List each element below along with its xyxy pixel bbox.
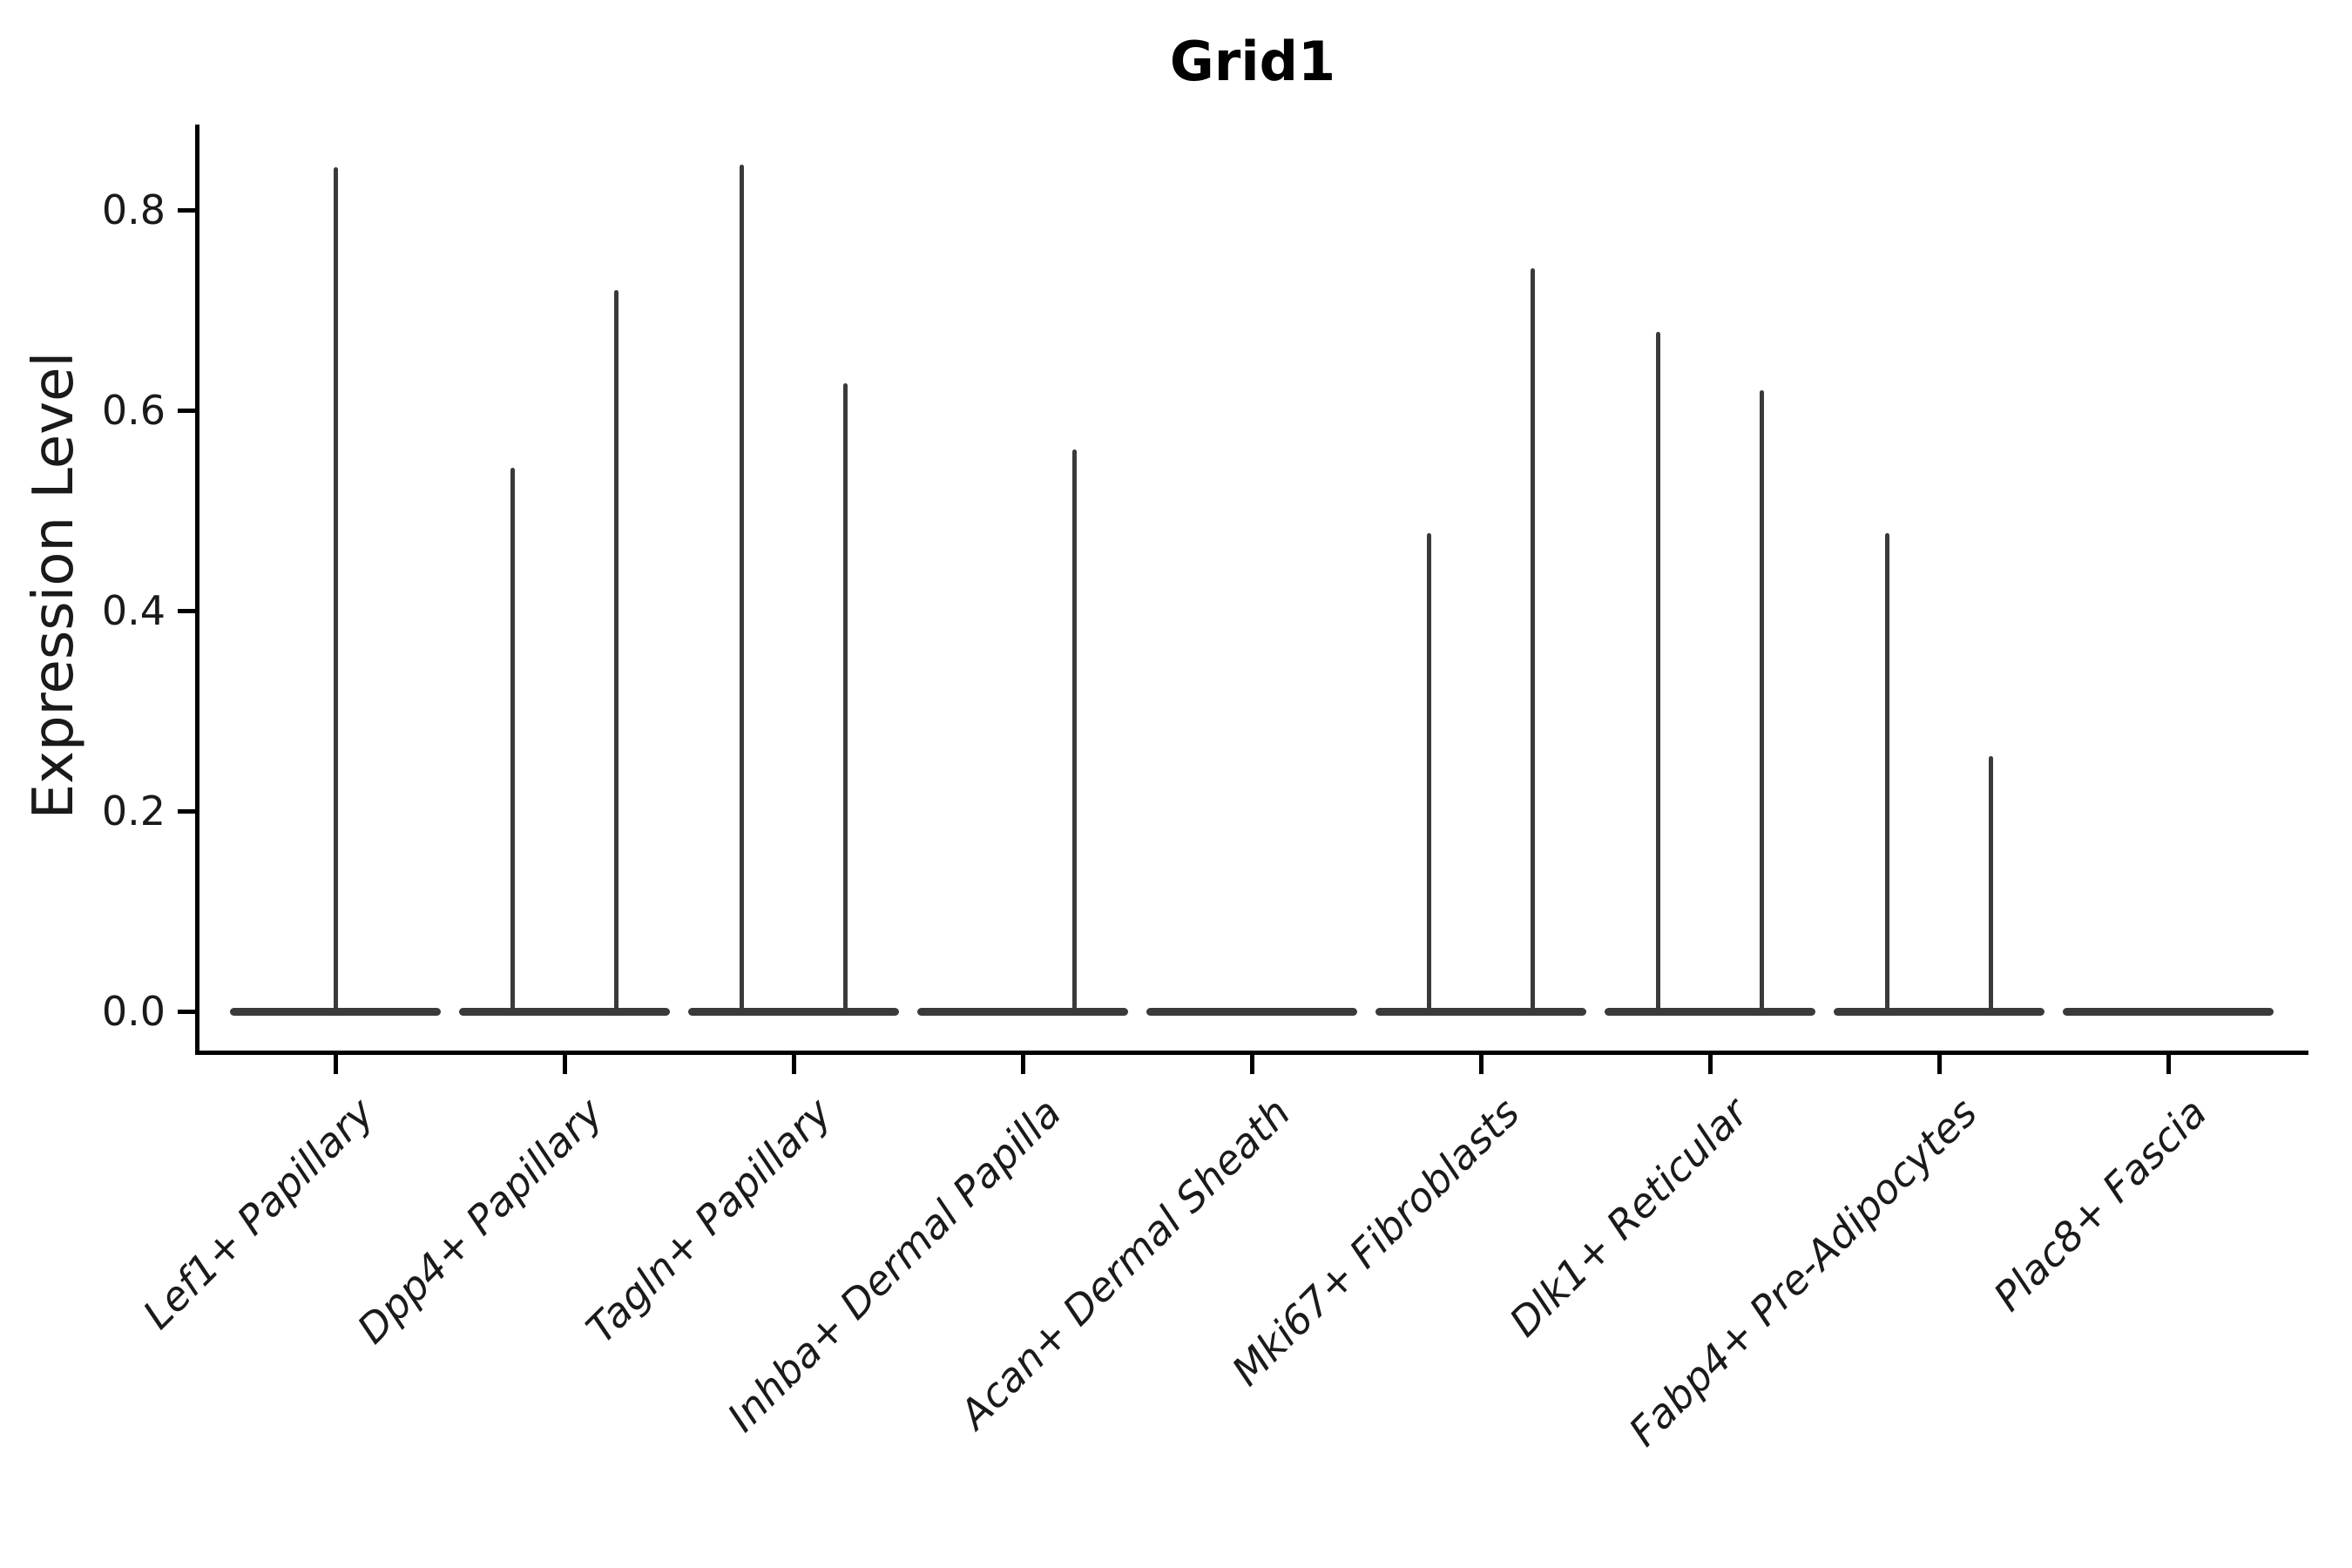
violin-body: [917, 1008, 1128, 1016]
x-axis-tick: [333, 1055, 338, 1074]
x-tick-label: Lef1+ Papillary: [133, 1089, 383, 1338]
y-axis-tick: [178, 408, 195, 413]
y-axis-tick: [178, 808, 195, 814]
violin-body: [1605, 1008, 1815, 1016]
x-tick-label: Dpp4+ Papillary: [348, 1089, 612, 1353]
violin-spike: [614, 290, 619, 1011]
violin-spike: [1989, 755, 1994, 1011]
y-tick-label: 0.4: [101, 587, 166, 634]
violin-spike: [333, 166, 338, 1011]
violin-spike: [843, 382, 848, 1011]
violin-body: [688, 1008, 899, 1016]
violin-spike: [1531, 267, 1536, 1011]
y-axis-tick: [178, 207, 195, 213]
x-axis-tick: [1707, 1055, 1713, 1074]
x-axis-tick: [1249, 1055, 1254, 1074]
violin-spike: [1884, 533, 1889, 1011]
violin-body: [230, 1008, 441, 1016]
y-tick-label: 0.6: [101, 387, 166, 434]
x-axis-tick: [562, 1055, 567, 1074]
x-tick-label: Tagln+ Papillary: [577, 1089, 841, 1353]
violin-body: [1375, 1008, 1586, 1016]
y-axis-tick: [178, 608, 195, 613]
violin-body: [459, 1008, 670, 1016]
violin-spike: [1655, 332, 1660, 1011]
y-tick-label: 0.0: [101, 988, 166, 1035]
violin-spike: [1760, 390, 1765, 1011]
x-axis-tick: [791, 1055, 796, 1074]
x-axis-tick: [2166, 1055, 2171, 1074]
y-axis-spine: [195, 125, 199, 1055]
violin-body: [1834, 1008, 2044, 1016]
violin-spike: [1072, 449, 1078, 1011]
violin-spike: [510, 467, 515, 1011]
x-tick-label: Plac8+ Fascia: [1984, 1089, 2216, 1321]
x-axis-tick: [1020, 1055, 1025, 1074]
violin-body: [2063, 1008, 2274, 1016]
x-axis-tick: [1478, 1055, 1484, 1074]
violin-spike: [739, 165, 744, 1011]
violin-spike: [1426, 533, 1431, 1011]
x-axis-spine: [195, 1051, 2308, 1055]
y-tick-label: 0.2: [101, 787, 166, 835]
y-axis-tick: [178, 1009, 195, 1014]
x-axis-tick: [1936, 1055, 1942, 1074]
chart-title: Grid1: [1169, 30, 1336, 93]
violin-body: [1146, 1008, 1357, 1016]
x-tick-label: Dlk1+ Reticular: [1500, 1089, 1758, 1346]
y-tick-label: 0.8: [101, 186, 166, 233]
